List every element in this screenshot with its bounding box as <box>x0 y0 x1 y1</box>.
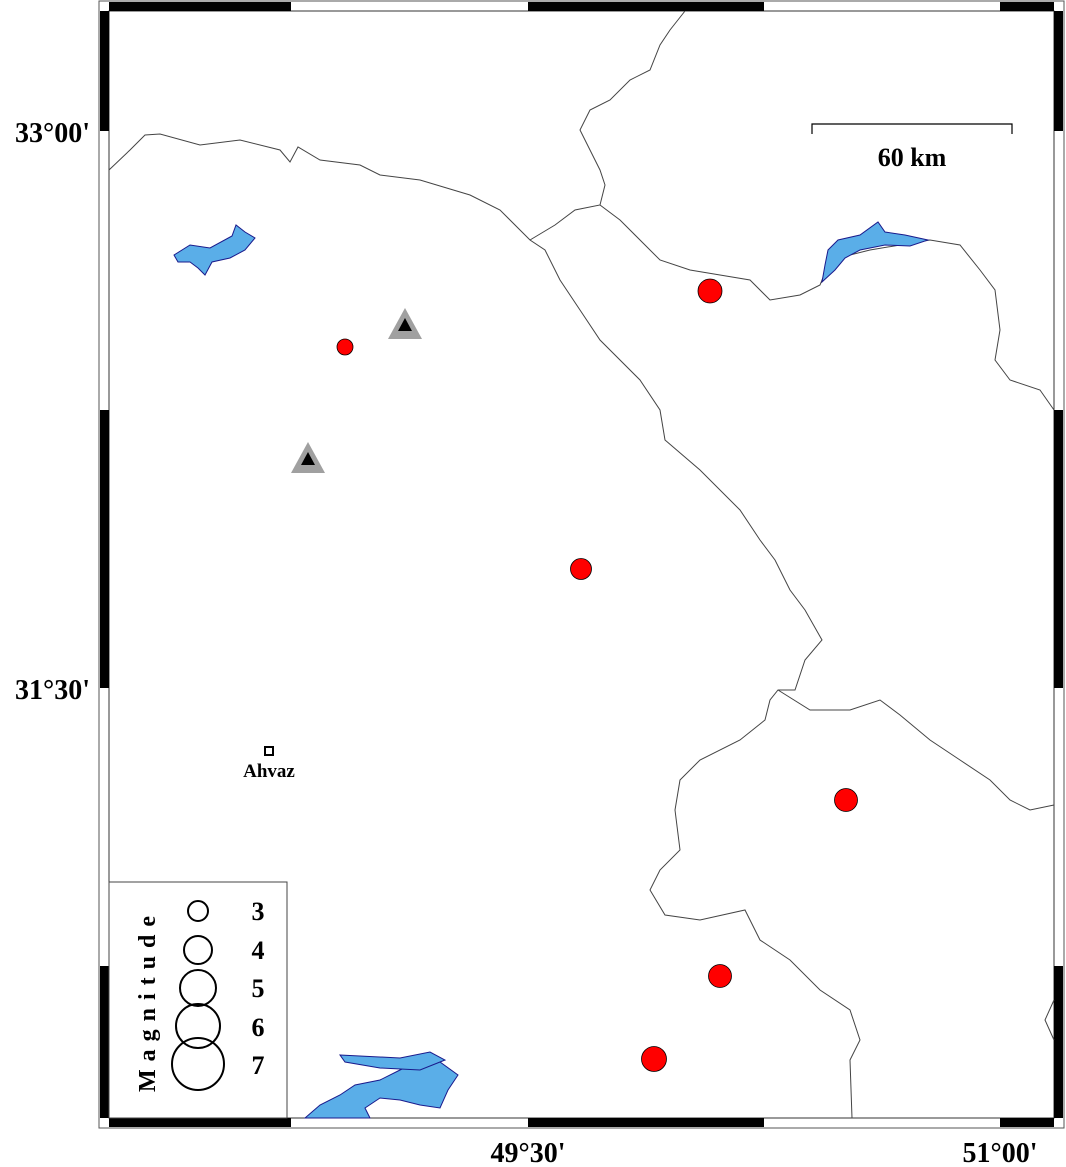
stations <box>291 308 422 473</box>
legend-title: Magnitude <box>135 908 161 1092</box>
legend-circle <box>175 1003 221 1049</box>
water-bodies <box>173 221 930 1119</box>
event-circle[interactable] <box>708 964 732 988</box>
boundary-line <box>777 689 1055 811</box>
legend-label: 7 <box>252 1051 265 1080</box>
boundaries <box>108 10 1055 1119</box>
boundary-line <box>1044 999 1055 1041</box>
station-triangle-icon[interactable] <box>388 308 422 339</box>
lake <box>173 224 256 276</box>
boundary-line <box>529 10 686 241</box>
event-circle[interactable] <box>570 558 592 580</box>
legend-label: 3 <box>252 897 265 926</box>
scale-bar-label: 60 km <box>878 143 947 172</box>
estuary <box>303 1059 459 1119</box>
event-circle[interactable] <box>697 278 723 304</box>
lon-label: 51°00' <box>963 1138 1038 1167</box>
lat-label: 33°00' <box>15 118 90 149</box>
river-channel <box>338 1051 447 1071</box>
events <box>336 278 858 1072</box>
legend-label: 4 <box>252 936 265 965</box>
event-circle[interactable] <box>641 1046 667 1072</box>
legend-label: 6 <box>252 1013 265 1042</box>
event-circle[interactable] <box>336 338 354 356</box>
city-square-icon <box>264 746 274 756</box>
legend: Magnitude 3 4 5 6 7 <box>108 881 288 1119</box>
lat-label: 31°30' <box>15 675 90 706</box>
legend-circle <box>183 935 213 965</box>
event-circle[interactable] <box>834 788 858 812</box>
lake <box>821 221 930 284</box>
station-triangle-icon[interactable] <box>291 442 325 473</box>
legend-label: 5 <box>252 974 265 1003</box>
scale-bar: 60 km <box>811 123 1013 172</box>
city-ahvaz: Ahvaz <box>243 746 295 782</box>
legend-circle <box>171 1037 225 1091</box>
boundary-line <box>108 133 861 1119</box>
legend-circle <box>179 969 217 1007</box>
city-label: Ahvaz <box>243 761 295 782</box>
legend-circle <box>187 900 209 922</box>
lon-label: 49°30' <box>491 1138 566 1167</box>
